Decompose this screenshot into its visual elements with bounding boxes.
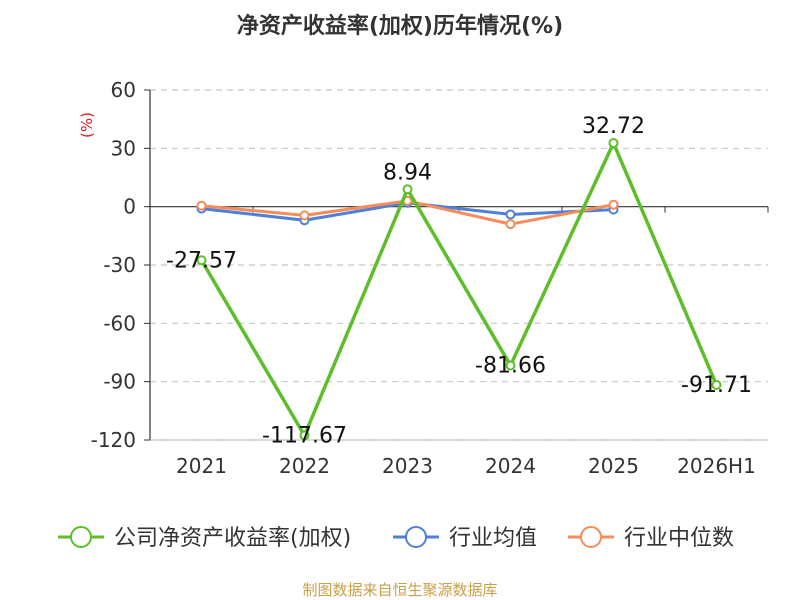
data-label: 8.94 <box>383 160 432 185</box>
data-labels: -27.57 -117.67 8.94 -81.66 32.72 -91.71 <box>166 114 752 448</box>
chart-title: 净资产收益率(加权)历年情况(%) <box>237 13 563 39</box>
y-tick-label: -30 <box>103 253 136 277</box>
legend-marker <box>580 526 602 548</box>
grid <box>150 89 768 441</box>
y-tick-label: -60 <box>103 311 136 335</box>
data-point <box>608 199 619 210</box>
legend: 公司净资产收益率(加权) 行业均值 行业中位数 <box>58 526 734 551</box>
data-point <box>299 430 310 441</box>
data-point <box>711 379 722 390</box>
data-label: -81.66 <box>475 353 546 378</box>
data-label: -117.67 <box>262 423 347 448</box>
x-tick-label: 2022 <box>279 454 330 478</box>
data-label: -27.57 <box>166 248 237 273</box>
data-point <box>608 138 619 149</box>
y-tick-label: 0 <box>123 195 136 219</box>
y-tick-label: -120 <box>91 428 136 452</box>
x-tick-label: 2024 <box>485 454 536 478</box>
data-point <box>196 200 207 211</box>
series-line <box>199 141 719 438</box>
axes: 60 30 0 -30 -60 -90 -120 2021 2022 2023 2024 2025 20… <box>91 78 769 478</box>
data-point <box>505 219 516 230</box>
x-tick-label: 2025 <box>588 454 639 478</box>
source-note: 制图数据来自恒生聚源数据库 <box>302 581 497 599</box>
y-tick-label: -90 <box>103 370 136 394</box>
x-tick-label: 2021 <box>176 454 227 478</box>
data-point <box>299 210 310 221</box>
legend-label: 行业中位数 <box>624 526 734 551</box>
legend-label: 行业均值 <box>449 526 537 551</box>
data-point <box>505 360 516 371</box>
legend-label: 公司净资产收益率(加权) <box>114 526 351 551</box>
y-tick-label: 60 <box>111 78 136 102</box>
data-point <box>196 255 207 266</box>
data-point <box>505 209 516 220</box>
data-label: 32.72 <box>582 114 645 139</box>
x-tick-label: 2023 <box>382 454 433 478</box>
series-lines <box>196 138 722 441</box>
legend-marker <box>405 526 427 548</box>
data-point <box>402 184 413 195</box>
y-axis-unit: (%) <box>78 112 96 138</box>
data-label: -91.71 <box>681 373 752 398</box>
y-tick-label: 30 <box>111 136 136 160</box>
x-tick-label: 2026H1 <box>677 454 756 478</box>
legend-marker <box>70 526 92 548</box>
